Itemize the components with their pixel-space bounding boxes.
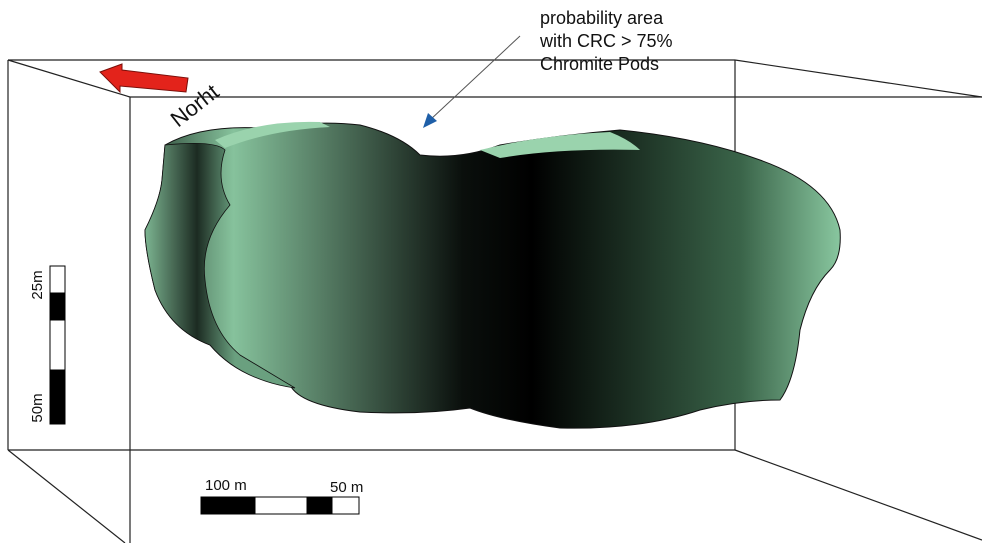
vertical-scale: 25m 50m — [29, 266, 65, 424]
scale-label: 50 m — [330, 479, 363, 496]
annotation: probability area with CRC > 75% Chromite… — [423, 8, 673, 128]
ore-body — [145, 122, 840, 428]
scale-label: 100 m — [205, 477, 247, 494]
scale-label: 50m — [29, 393, 46, 422]
north-arrow: Norht — [100, 64, 223, 132]
annotation-line: Chromite Pods — [540, 54, 659, 74]
annotation-line: probability area — [540, 8, 664, 28]
annotation-line: with CRC > 75% — [539, 31, 673, 51]
horizontal-scale: 100 m 50 m — [201, 477, 363, 514]
scale-label: 25m — [29, 270, 46, 299]
block-diagram: Norht probability area with CRC > 75% Ch… — [0, 0, 982, 543]
